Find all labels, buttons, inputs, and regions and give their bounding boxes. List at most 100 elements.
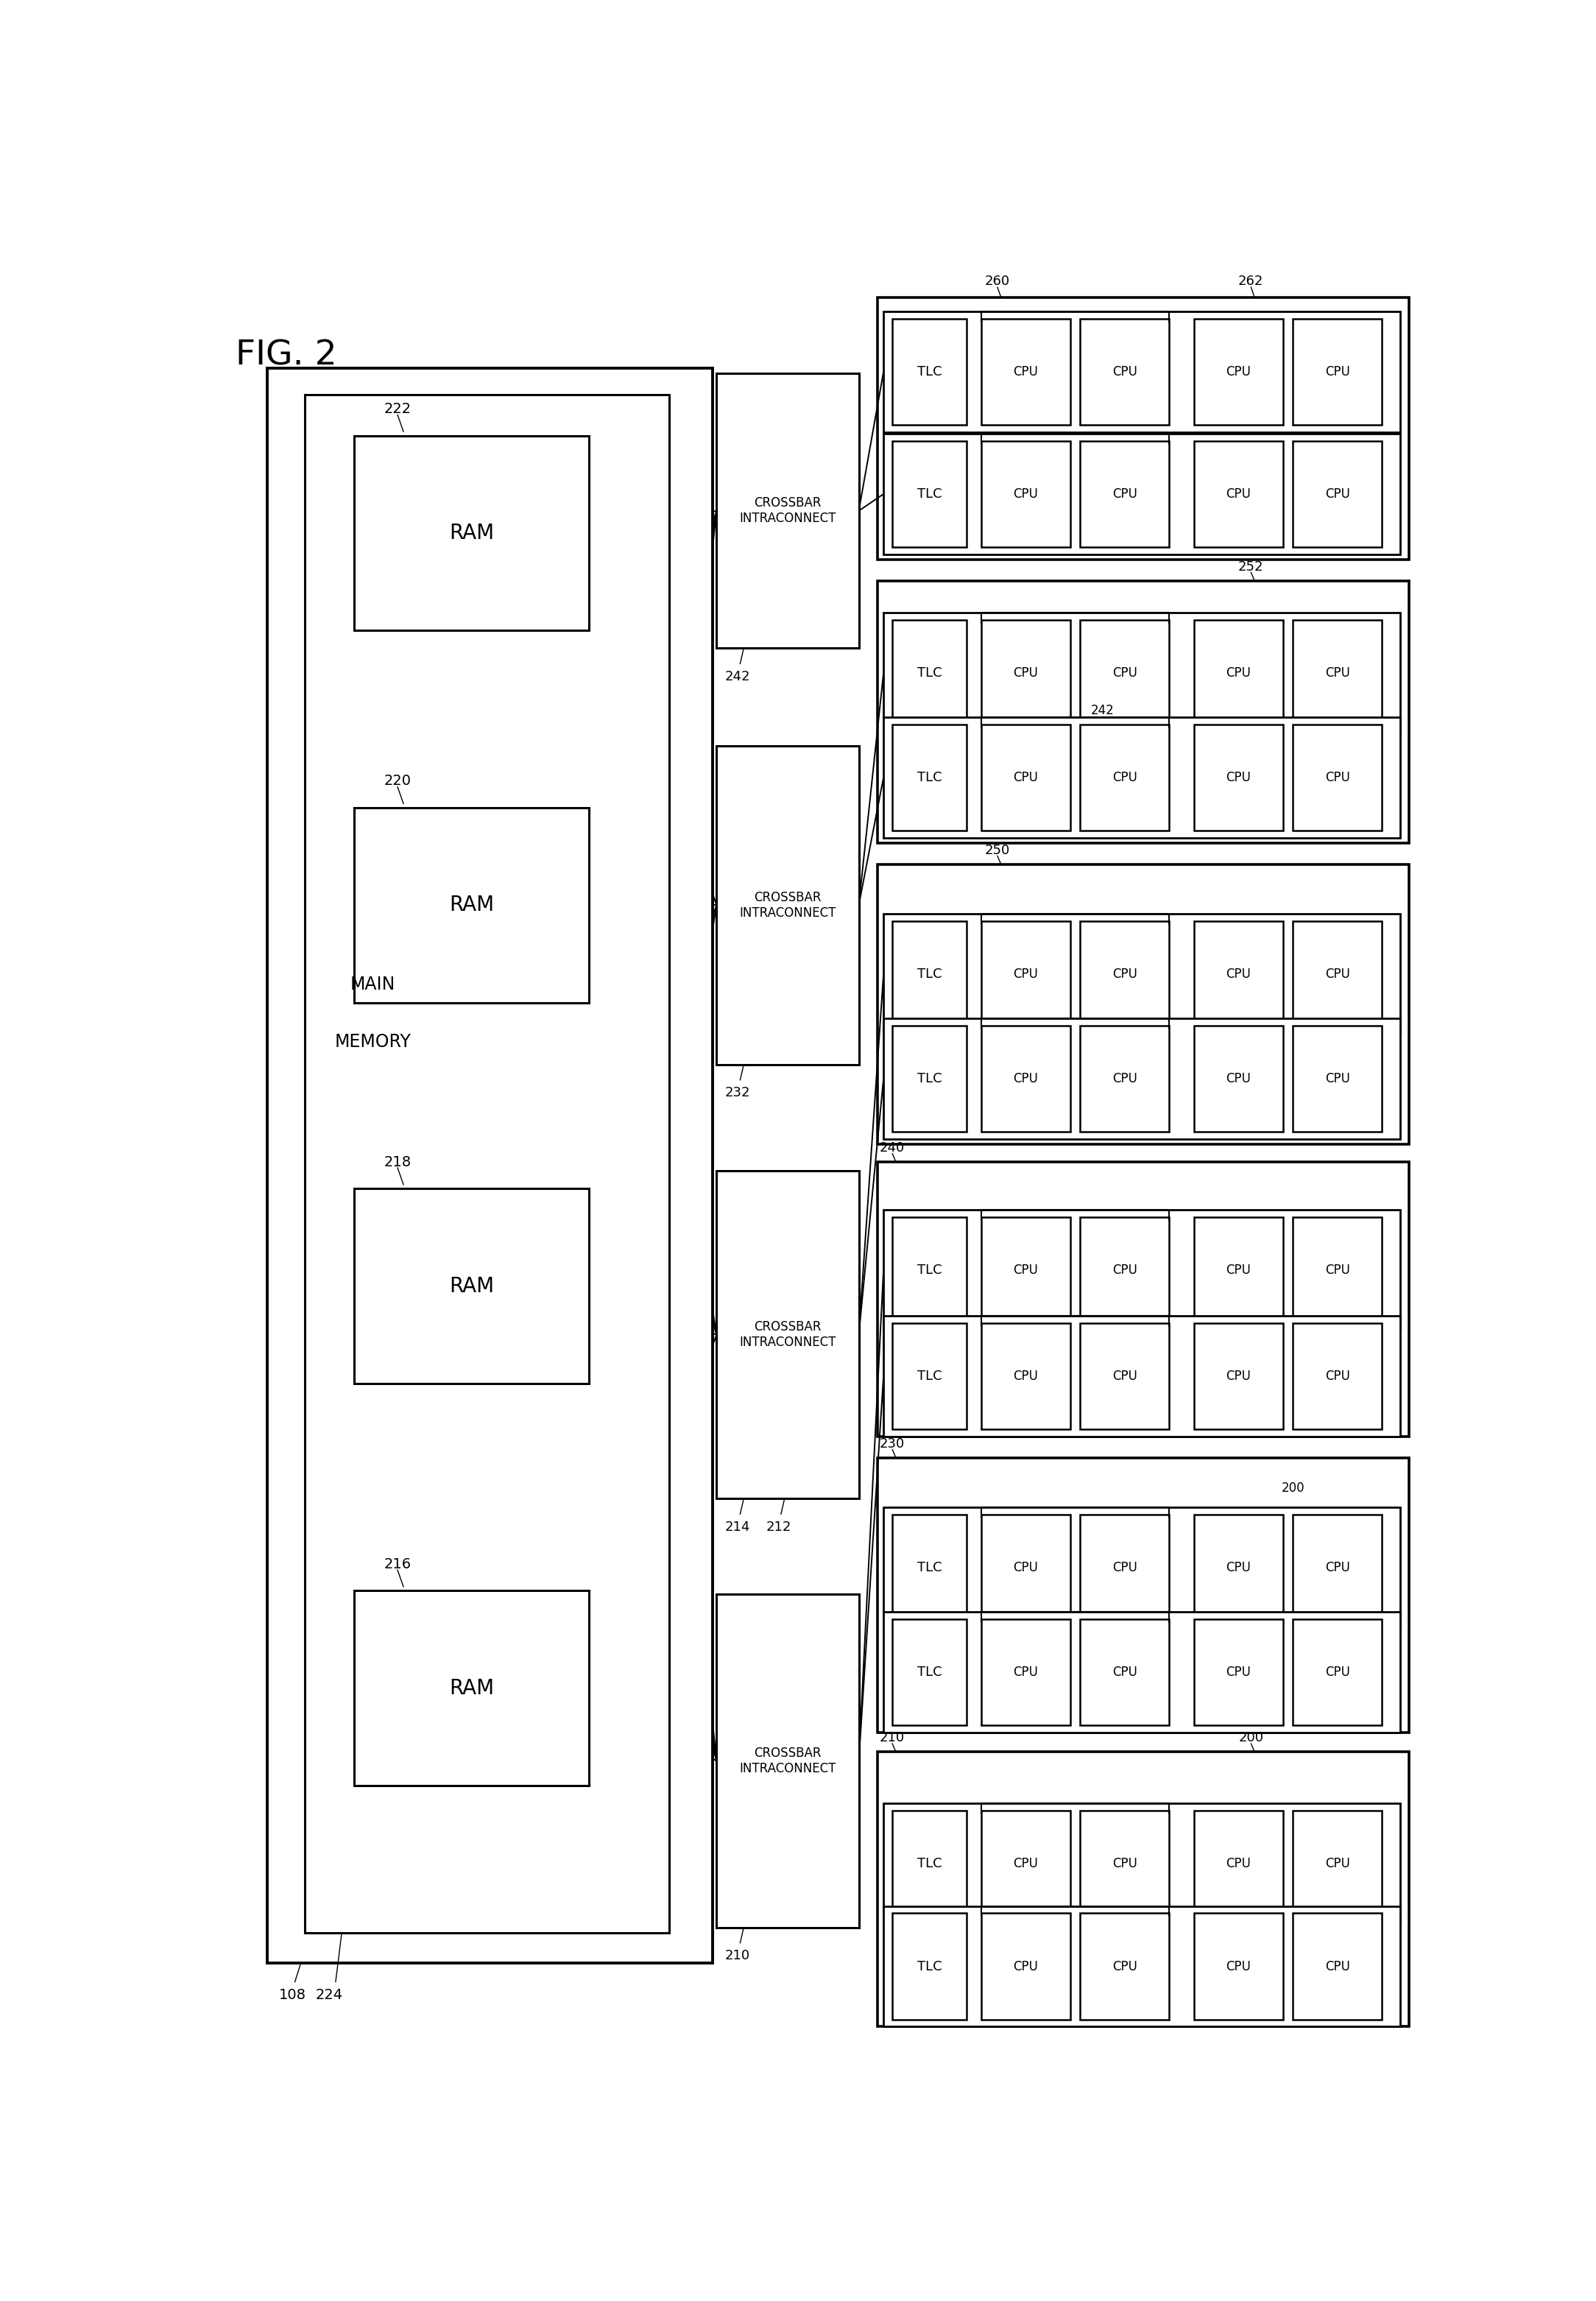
Text: CPU: CPU <box>1325 966 1350 980</box>
Text: 260: 260 <box>985 274 1010 288</box>
Bar <box>1194 318 1283 426</box>
Bar <box>1194 1026 1283 1132</box>
Text: CPU: CPU <box>1013 1263 1039 1277</box>
Text: CPU: CPU <box>1013 1666 1039 1680</box>
Text: TLC: TLC <box>916 1263 942 1277</box>
Bar <box>884 311 1401 433</box>
Bar <box>1080 442 1170 548</box>
Bar <box>982 318 1071 426</box>
Bar <box>892 619 967 727</box>
Text: FIG. 2: FIG. 2 <box>235 338 337 373</box>
Text: CPU: CPU <box>1112 667 1138 679</box>
Bar <box>717 1595 859 1928</box>
Text: 200: 200 <box>1238 1730 1264 1744</box>
Bar <box>1293 442 1382 548</box>
Bar <box>1194 442 1283 548</box>
Text: CPU: CPU <box>1325 366 1350 377</box>
Bar <box>1080 920 1170 1026</box>
Bar <box>982 1514 1071 1620</box>
Bar <box>892 318 967 426</box>
Text: CPU: CPU <box>1226 966 1251 980</box>
Bar <box>1194 725 1283 831</box>
Text: CPU: CPU <box>1325 488 1350 502</box>
Bar <box>982 920 1071 1026</box>
Bar <box>892 1217 967 1323</box>
Bar <box>892 1620 967 1726</box>
Text: TLC: TLC <box>916 1857 942 1871</box>
Bar <box>1293 725 1382 831</box>
Bar <box>982 442 1071 548</box>
Bar <box>982 725 1071 831</box>
Text: CPU: CPU <box>1112 1072 1138 1086</box>
Text: 200: 200 <box>1282 1482 1304 1496</box>
Bar <box>1194 1811 1283 1917</box>
Text: 252: 252 <box>1238 559 1264 573</box>
Bar <box>878 1751 1409 2027</box>
Bar <box>717 746 859 1065</box>
Bar <box>1293 1323 1382 1429</box>
Text: CPU: CPU <box>1112 1666 1138 1680</box>
Text: CPU: CPU <box>1013 1560 1039 1574</box>
Text: MAIN: MAIN <box>350 976 396 994</box>
Bar <box>884 1905 1401 2027</box>
Text: 240: 240 <box>879 1141 905 1155</box>
Text: CPU: CPU <box>1325 771 1350 785</box>
Bar <box>884 1019 1401 1139</box>
Bar <box>884 1613 1401 1733</box>
Text: CPU: CPU <box>1112 966 1138 980</box>
Text: CPU: CPU <box>1013 771 1039 785</box>
Text: 250: 250 <box>985 844 1010 856</box>
Bar <box>982 1323 1071 1429</box>
Text: CPU: CPU <box>1013 488 1039 502</box>
Text: TLC: TLC <box>916 1960 942 1972</box>
Text: CPU: CPU <box>1325 1666 1350 1680</box>
Text: CPU: CPU <box>1013 966 1039 980</box>
Text: CPU: CPU <box>1226 366 1251 377</box>
Bar <box>982 619 1071 727</box>
Text: CPU: CPU <box>1226 1263 1251 1277</box>
Text: CPU: CPU <box>1226 1560 1251 1574</box>
Text: CPU: CPU <box>1013 1960 1039 1972</box>
Text: CPU: CPU <box>1013 1072 1039 1086</box>
Bar <box>717 373 859 649</box>
Bar <box>1293 920 1382 1026</box>
Text: CPU: CPU <box>1325 1072 1350 1086</box>
Bar <box>878 1162 1409 1436</box>
Bar <box>1293 318 1382 426</box>
Bar <box>1293 1026 1382 1132</box>
Text: CPU: CPU <box>1325 1369 1350 1383</box>
Text: TLC: TLC <box>916 488 942 502</box>
Bar <box>884 435 1401 555</box>
Bar <box>1194 1620 1283 1726</box>
Bar <box>884 913 1401 1035</box>
Bar <box>1080 1217 1170 1323</box>
Text: CPU: CPU <box>1226 667 1251 679</box>
Text: 242: 242 <box>725 670 750 683</box>
Text: CROSSBAR
INTRACONNECT: CROSSBAR INTRACONNECT <box>739 890 836 920</box>
Bar <box>878 580 1409 842</box>
Bar <box>1194 1912 1283 2020</box>
Bar <box>884 612 1401 734</box>
Bar <box>354 808 589 1003</box>
Text: CPU: CPU <box>1226 1960 1251 1972</box>
Text: CPU: CPU <box>1226 1666 1251 1680</box>
Bar <box>1080 1026 1170 1132</box>
Text: CPU: CPU <box>1013 667 1039 679</box>
Text: CPU: CPU <box>1226 1072 1251 1086</box>
Text: CPU: CPU <box>1325 667 1350 679</box>
Bar <box>982 1811 1071 1917</box>
Bar <box>1080 318 1170 426</box>
Bar <box>354 1590 589 1786</box>
Text: CPU: CPU <box>1013 1369 1039 1383</box>
Bar <box>878 297 1409 559</box>
Text: CPU: CPU <box>1112 771 1138 785</box>
Text: 212: 212 <box>766 1521 792 1532</box>
Bar <box>892 1912 967 2020</box>
Text: CPU: CPU <box>1226 488 1251 502</box>
Bar <box>1080 725 1170 831</box>
Text: TLC: TLC <box>916 667 942 679</box>
Text: 210: 210 <box>725 1949 750 1963</box>
Bar <box>1194 619 1283 727</box>
Text: TLC: TLC <box>916 1560 942 1574</box>
Bar <box>982 1026 1071 1132</box>
